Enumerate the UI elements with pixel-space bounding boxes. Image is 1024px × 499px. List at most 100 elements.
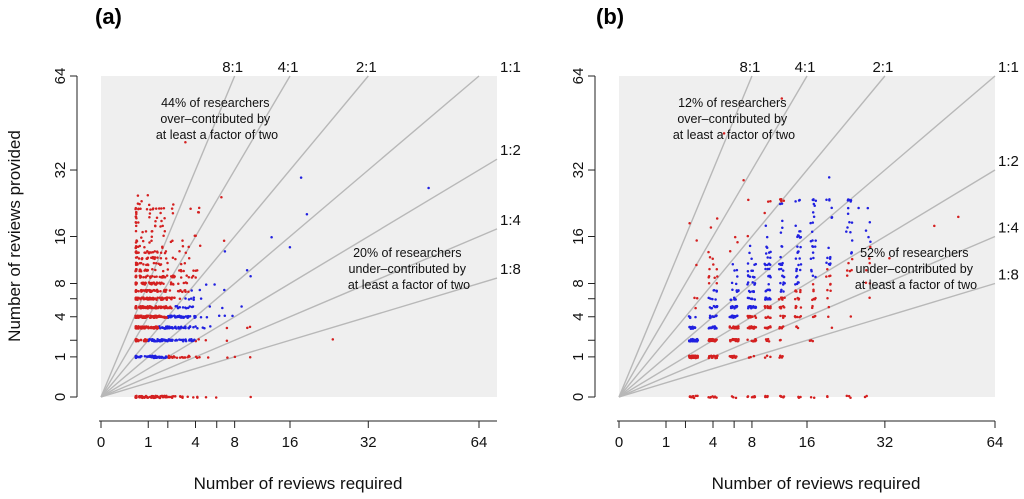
panel-b-label: (b) <box>596 4 624 29</box>
data-point <box>748 251 751 255</box>
data-point <box>710 326 714 330</box>
data-point <box>763 304 767 308</box>
data-point <box>846 212 850 215</box>
under-contribution-annotation: 20% of researchers under–contributed by … <box>348 246 470 292</box>
data-point <box>176 315 179 319</box>
data-point <box>138 269 142 272</box>
data-point <box>148 215 151 219</box>
data-point <box>747 198 750 202</box>
data-point <box>782 290 785 293</box>
data-point <box>715 217 719 220</box>
data-point <box>225 326 229 330</box>
data-point <box>178 269 181 272</box>
data-point <box>746 338 749 342</box>
data-point <box>161 224 164 228</box>
ratio-label: 1:1 <box>500 59 521 76</box>
data-point <box>149 276 152 279</box>
data-point <box>184 306 187 309</box>
data-point <box>850 251 853 254</box>
data-point <box>143 251 146 254</box>
data-point <box>736 241 739 244</box>
data-point <box>170 207 174 210</box>
data-point <box>148 338 151 341</box>
data-point <box>693 296 696 300</box>
data-point <box>141 239 145 243</box>
data-point <box>780 97 784 100</box>
over-contribution-annotation: 44% of researchers over–contributed by a… <box>156 96 278 142</box>
data-point <box>825 261 828 265</box>
data-point <box>814 239 817 242</box>
data-point <box>794 289 797 293</box>
data-point <box>163 229 167 233</box>
data-point <box>138 274 142 278</box>
data-point <box>172 203 175 206</box>
data-point <box>794 224 797 228</box>
data-point <box>709 297 712 300</box>
data-point <box>179 276 183 279</box>
data-point <box>168 326 172 329</box>
data-point <box>199 315 203 319</box>
data-point <box>153 289 157 293</box>
data-point <box>808 339 812 343</box>
data-point <box>731 288 734 291</box>
data-point <box>197 206 201 210</box>
data-point <box>688 221 691 225</box>
data-point <box>159 306 163 310</box>
data-point <box>151 207 155 210</box>
ratio-line <box>100 75 480 398</box>
data-point <box>722 132 726 135</box>
data-point <box>195 356 199 360</box>
data-point <box>799 314 803 318</box>
data-point <box>199 297 203 300</box>
data-point <box>688 315 692 319</box>
data-point <box>188 355 191 358</box>
data-point <box>190 276 194 279</box>
data-point <box>150 235 154 238</box>
data-point <box>845 269 849 272</box>
panel-b-x-ticks: 0 1 4 8 16 32 64 <box>615 434 1004 451</box>
data-point <box>187 290 190 293</box>
data-point <box>812 289 815 293</box>
data-point <box>164 250 168 253</box>
data-point <box>159 211 162 215</box>
data-point <box>811 221 815 224</box>
data-point <box>158 296 161 299</box>
data-point <box>159 395 162 398</box>
data-point <box>781 316 785 319</box>
panel-a-ratio-labels: 8:1 4:1 2:1 1:1 1:2 1:4 1:8 <box>222 59 521 278</box>
data-point <box>299 176 303 179</box>
ratio-line <box>100 228 498 398</box>
data-point <box>812 215 816 218</box>
data-point <box>146 194 150 197</box>
ratio-line <box>618 75 808 398</box>
data-point <box>765 235 769 239</box>
data-point <box>137 257 141 260</box>
data-point <box>150 239 153 242</box>
y-tick-label: 16 <box>52 228 69 245</box>
data-point <box>137 325 140 328</box>
data-point <box>181 338 185 342</box>
x-tick-label: 8 <box>748 434 756 451</box>
data-point <box>729 339 732 342</box>
data-point <box>163 306 166 310</box>
y-tick-label: 32 <box>570 162 587 179</box>
data-point <box>868 221 872 224</box>
data-point <box>811 251 815 254</box>
data-point <box>135 239 138 242</box>
data-point <box>733 298 736 301</box>
data-point <box>783 296 786 299</box>
panel-a-x-ticks: 0 1 4 8 16 32 64 <box>97 434 488 451</box>
data-point <box>248 325 252 329</box>
data-point <box>707 356 711 360</box>
data-point <box>715 268 719 271</box>
data-point <box>192 326 195 329</box>
data-point <box>827 246 830 250</box>
data-point <box>728 250 732 253</box>
data-point <box>141 282 144 286</box>
data-point <box>716 275 719 278</box>
data-point <box>798 257 801 260</box>
data-point <box>178 356 182 359</box>
y-tick-label: 8 <box>570 279 587 287</box>
data-point <box>826 288 829 292</box>
data-point <box>147 203 151 207</box>
